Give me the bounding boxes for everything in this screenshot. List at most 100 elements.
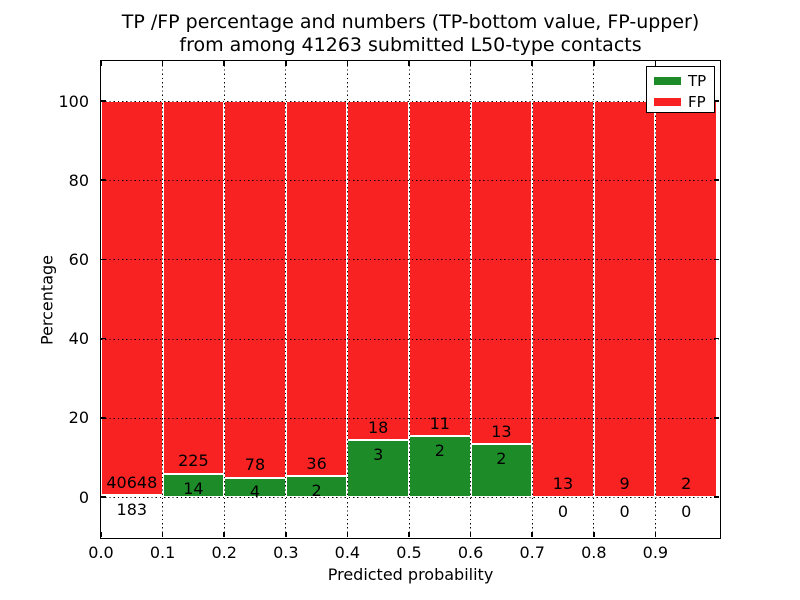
x-gridline <box>285 61 287 537</box>
fp-count-label: 13 <box>552 474 574 494</box>
y-tick-label: 60 <box>68 249 89 269</box>
x-axis-label: Predicted probability <box>327 565 494 584</box>
fp-count-label: 36 <box>306 453 327 473</box>
legend-entry-tp: TP <box>654 72 707 90</box>
y-tick-right <box>714 258 719 261</box>
bar-segment-fp <box>224 101 286 478</box>
y-tick-left <box>101 100 106 102</box>
x-tick-top <box>593 61 595 66</box>
bar-segment-fp <box>347 101 409 441</box>
y-gridline <box>101 259 719 261</box>
chart-title-line2: from among 41263 submitted L50-type cont… <box>179 34 642 56</box>
x-gridline <box>162 61 164 537</box>
bar-segment-fp <box>409 101 471 437</box>
x-tick-top <box>408 61 410 66</box>
x-tick-bottom <box>469 532 472 537</box>
y-gridline <box>101 417 719 419</box>
plot-area: 40648 183 225 14 78 4 36 2 18 3 11 2 13 2 13 0 9 0 2 0 0.0 0.… <box>58 60 721 562</box>
bar-segment-fp <box>101 101 163 496</box>
x-tick-bottom <box>408 532 410 537</box>
x-tick-bottom <box>223 532 225 537</box>
x-tick-bottom <box>531 532 533 537</box>
x-gridline <box>223 61 225 537</box>
y-tick-right <box>714 337 719 340</box>
x-tick-bottom <box>285 532 287 537</box>
tp-count-label: 3 <box>373 445 384 465</box>
y-tick-label: 40 <box>68 329 89 349</box>
y-tick-right <box>714 179 719 181</box>
chart-title: TP /FP percentage and numbers (TP-bottom… <box>100 11 721 57</box>
bar-segment-fp <box>470 101 533 445</box>
tp-count-label: 0 <box>619 501 630 521</box>
x-tick-bottom <box>346 532 349 537</box>
x-tick-top <box>654 61 657 66</box>
y-gridline <box>101 180 719 182</box>
chart-title-line1: TP /FP percentage and numbers (TP-bottom… <box>121 11 700 33</box>
x-tick-top <box>100 61 102 66</box>
y-tick-label: 20 <box>68 408 89 428</box>
x-gridline <box>531 61 533 537</box>
x-tick-label: 0.5 <box>396 543 422 562</box>
fp-count-label: 225 <box>178 451 209 471</box>
tp-count-label: 0 <box>681 501 692 521</box>
y-tick-left <box>101 417 106 419</box>
fp-count-label: 2 <box>681 474 692 494</box>
x-tick-label: 0.2 <box>211 543 237 562</box>
y-tick-right <box>714 417 719 419</box>
x-tick-top <box>161 61 164 66</box>
x-tick-top <box>469 61 472 66</box>
fp-legend-swatch-icon <box>654 98 681 106</box>
y-tick-label: 0 <box>78 487 89 507</box>
x-tick-label: 0.0 <box>88 543 114 562</box>
x-tick-label: 0.7 <box>519 543 545 562</box>
x-tick-label: 0.4 <box>334 543 361 562</box>
x-tick-top <box>531 61 533 66</box>
bar-segment-tp <box>347 440 409 497</box>
x-tick-bottom <box>654 532 657 537</box>
legend: TP FP <box>646 66 715 113</box>
fp-count-label: 78 <box>244 455 266 475</box>
tp-count-label: 4 <box>249 482 261 502</box>
tp-count-label: 2 <box>311 480 322 500</box>
fp-count-label: 40648 <box>106 472 158 492</box>
y-tick-left <box>101 337 106 340</box>
fp-legend-label: FP <box>688 93 706 111</box>
tp-count-label: 2 <box>434 440 445 460</box>
fp-count-label: 18 <box>368 417 389 437</box>
tp-legend-label: TP <box>688 72 707 90</box>
bar-segment-tp <box>470 444 533 497</box>
bar-segment-fp <box>655 101 717 497</box>
tp-count-label: 0 <box>557 501 569 521</box>
y-tick-left <box>101 258 106 261</box>
fp-count-label: 9 <box>619 474 630 494</box>
x-tick-bottom <box>100 532 102 537</box>
x-gridline <box>654 61 656 537</box>
x-tick-label: 0.3 <box>273 543 299 562</box>
fp-count-label: 13 <box>491 421 512 441</box>
x-gridline <box>408 61 410 537</box>
tp-count-label: 183 <box>116 499 148 519</box>
y-tick-left <box>101 179 106 181</box>
tp-count-label: 2 <box>496 448 507 468</box>
y-tick-label: 100 <box>58 91 89 111</box>
x-tick-label: 0.1 <box>149 543 176 562</box>
tp-count-label: 14 <box>183 478 204 498</box>
plot-inner: 40648 183 225 14 78 4 36 2 18 3 11 2 13 2 13 0 9 0 2 0 0.0 0.… <box>58 61 719 562</box>
x-tick-bottom <box>593 532 595 537</box>
x-tick-bottom <box>161 532 164 537</box>
y-gridline <box>101 338 719 340</box>
y-tick-right <box>714 100 719 102</box>
x-tick-top <box>223 61 225 66</box>
x-tick-label: 0.8 <box>581 543 607 562</box>
bar-segment-fp <box>532 101 594 497</box>
bar-segment-fp <box>593 101 656 497</box>
y-tick-label: 80 <box>68 170 89 190</box>
bar-segment-fp <box>285 101 348 477</box>
x-tick-label: 0.9 <box>642 543 669 562</box>
y-tick-right <box>714 496 719 498</box>
x-gridline <box>470 61 472 537</box>
x-tick-top <box>346 61 349 66</box>
y-gridline <box>101 497 719 498</box>
y-tick-left <box>101 496 106 498</box>
